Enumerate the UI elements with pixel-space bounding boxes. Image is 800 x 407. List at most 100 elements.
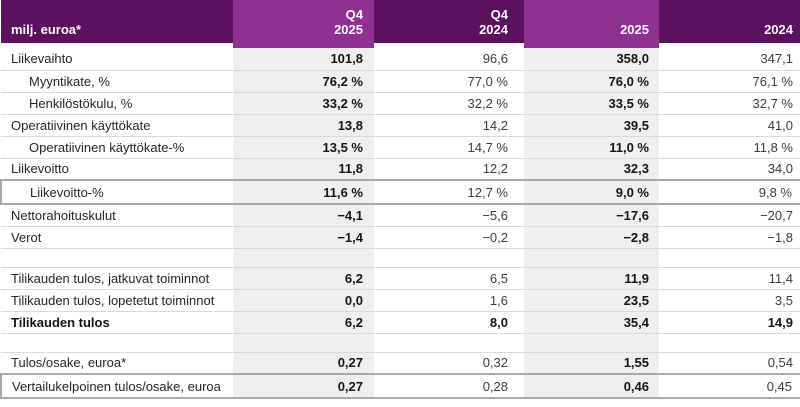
column-header-label: Q4 2024 <box>479 7 508 37</box>
value-cell: 33,5 % <box>524 92 659 115</box>
value-cell: 23,5 <box>524 289 659 312</box>
value-cell: 76,2 % <box>233 70 374 93</box>
value-cell: 0,54 <box>659 352 800 375</box>
value-cell: 14,7 % <box>374 136 524 159</box>
value-cell: −5,6 <box>374 204 524 227</box>
value-cell: 1,6 <box>374 289 524 312</box>
table-row: Tilikauden tulos, jatkuvat toiminnot 6,2 6… <box>1 267 800 290</box>
value-cell: 8,0 <box>374 311 524 334</box>
table-row: Liikevoitto-% 11,6 % 12,7 % 9,0 % 9,8 % <box>0 179 800 205</box>
value-cell: 358,0 <box>524 48 659 71</box>
value-cell: 6,2 <box>233 267 374 290</box>
table-row: Operatiivinen käyttökate-% 13,5 % 14,7 % 11… <box>1 136 800 159</box>
value-cell: 32,2 % <box>374 92 524 115</box>
row-label: Operatiivinen käyttökate <box>1 114 233 137</box>
value-cell: 77,0 % <box>374 70 524 93</box>
column-header-label: 2025 <box>620 22 649 37</box>
row-label: Nettorahoituskulut <box>1 204 233 227</box>
table-row: Nettorahoituskulut −4,1 −5,6 −17,6 −20,7 <box>1 204 800 227</box>
row-label: Tulos/osake, euroa* <box>1 352 233 375</box>
value-cell: −17,6 <box>524 204 659 227</box>
table-row: Tilikauden tulos 6,2 8,0 35,4 14,9 <box>1 311 800 334</box>
value-cell: 11,8 <box>233 158 374 181</box>
value-cell: 0,0 <box>233 289 374 312</box>
column-header-label: Q4 2025 <box>334 7 363 37</box>
table-row: Tulos/osake, euroa* 0,27 0,32 1,55 0,54 <box>1 352 800 375</box>
table-row: Operatiivinen käyttökate 13,8 14,2 39,5 41,0 <box>1 114 800 137</box>
value-cell: 76,0 % <box>524 70 659 93</box>
header-row: milj. euroa* Q4 2025 Q4 2024 2025 2024 <box>1 0 800 48</box>
row-label: Verot <box>1 226 233 249</box>
row-label: Vertailukelpoinen tulos/osake, euroa <box>0 373 233 399</box>
value-cell: 96,6 <box>374 48 524 71</box>
value-cell: −1,8 <box>659 226 800 249</box>
spacer-row <box>1 333 800 353</box>
spacer-cell <box>659 248 800 268</box>
row-label: Operatiivinen käyttökate-% <box>1 136 233 159</box>
value-cell: 3,5 <box>659 289 800 312</box>
value-cell: −2,8 <box>524 226 659 249</box>
table-unit-label: milj. euroa* <box>11 22 82 37</box>
value-cell: 347,1 <box>659 48 800 71</box>
row-label: Liikevaihto <box>1 48 233 71</box>
value-cell: 32,3 <box>524 158 659 181</box>
row-label: Myyntikate, % <box>1 70 233 93</box>
value-cell: 76,1 % <box>659 70 800 93</box>
table-row: Liikevaihto 101,8 96,6 358,0 347,1 <box>1 48 800 71</box>
value-cell: 41,0 <box>659 114 800 137</box>
column-header-q4-2025: Q4 2025 <box>233 0 374 48</box>
value-cell: 11,4 <box>659 267 800 290</box>
table-row: Liikevoitto 11,8 12,2 32,3 34,0 <box>1 158 800 181</box>
value-cell: 11,6 % <box>233 179 374 205</box>
row-label: Tilikauden tulos, jatkuvat toiminnot <box>1 267 233 290</box>
value-cell: −1,4 <box>233 226 374 249</box>
value-cell: 0,28 <box>374 373 524 399</box>
value-cell: −20,7 <box>659 204 800 227</box>
spacer-cell <box>233 248 374 268</box>
column-header-q4-2024: Q4 2024 <box>374 0 524 48</box>
row-label: Liikevoitto-% <box>0 179 233 205</box>
value-cell: 35,4 <box>524 311 659 334</box>
value-cell: 6,5 <box>374 267 524 290</box>
value-cell: 39,5 <box>524 114 659 137</box>
value-cell: 6,2 <box>233 311 374 334</box>
spacer-cell <box>374 248 524 268</box>
value-cell: 13,8 <box>233 114 374 137</box>
row-label: Henkilöstökulu, % <box>1 92 233 115</box>
value-cell: −0,2 <box>374 226 524 249</box>
column-header-2025: 2025 <box>524 0 659 48</box>
value-cell: 32,7 % <box>659 92 800 115</box>
value-cell: 11,9 <box>524 267 659 290</box>
value-cell: 0,32 <box>374 352 524 375</box>
value-cell: 14,2 <box>374 114 524 137</box>
table-row: Myyntikate, % 76,2 % 77,0 % 76,0 % 76,1 % <box>1 70 800 93</box>
value-cell: 0,27 <box>233 352 374 375</box>
value-cell: 9,8 % <box>659 179 800 205</box>
column-header-label: 2024 <box>764 22 793 37</box>
row-label: Tilikauden tulos <box>1 311 233 334</box>
value-cell: 12,7 % <box>374 179 524 205</box>
value-cell: 101,8 <box>233 48 374 71</box>
value-cell: 0,27 <box>233 373 374 399</box>
row-label: Tilikauden tulos, lopetetut toiminnot <box>1 289 233 312</box>
spacer-cell <box>524 248 659 268</box>
spacer-row <box>1 248 800 268</box>
value-cell: 0,45 <box>659 373 800 399</box>
value-cell: 1,55 <box>524 352 659 375</box>
spacer-cell <box>233 333 374 353</box>
value-cell: 13,5 % <box>233 136 374 159</box>
value-cell: 9,0 % <box>524 179 659 205</box>
value-cell: 11,8 % <box>659 136 800 159</box>
table-row: Tilikauden tulos, lopetetut toiminnot 0,0… <box>1 289 800 312</box>
value-cell: 33,2 % <box>233 92 374 115</box>
spacer-cell <box>374 333 524 353</box>
value-cell: 0,46 <box>524 373 659 399</box>
table-row: Vertailukelpoinen tulos/osake, euroa 0,27… <box>0 373 800 399</box>
value-cell: 14,9 <box>659 311 800 334</box>
value-cell: −4,1 <box>233 204 374 227</box>
value-cell: 34,0 <box>659 158 800 181</box>
table-body: Liikevaihto 101,8 96,6 358,0 347,1 Myyntikate… <box>0 48 800 399</box>
spacer-cell <box>1 248 233 268</box>
